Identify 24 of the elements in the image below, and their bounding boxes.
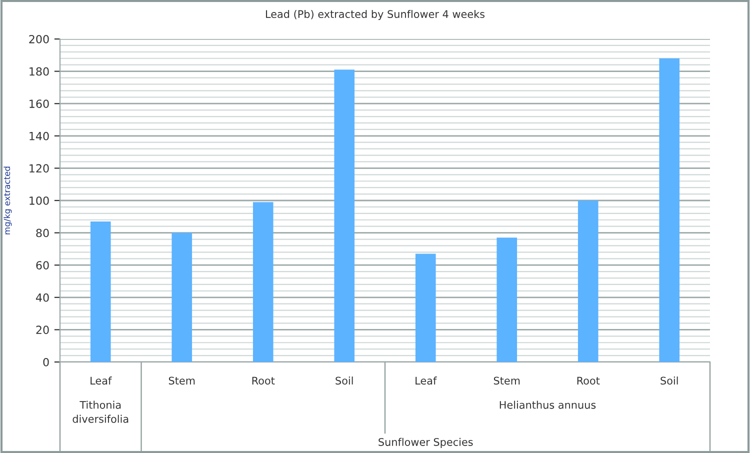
- y-tick-label: 180: [30, 67, 49, 76]
- x-tick-label: Stem: [168, 376, 195, 385]
- text: Sunflower Species: [378, 438, 473, 448]
- y-tick-label: 40: [36, 293, 49, 302]
- x-tick-label: Soil: [660, 376, 678, 385]
- chart-title: Lead (Pb) extracted by Sunflower 4 weeks: [266, 10, 485, 20]
- y-tick-label: 140: [30, 132, 49, 140]
- x-tick-label: Leaf: [90, 376, 112, 385]
- y-axis-title: mg/kg extracted: [4, 166, 12, 234]
- y-tick-label: 0: [43, 358, 49, 366]
- y-tick-label: 60: [36, 261, 49, 270]
- text: Helianthus annuus: [500, 400, 596, 409]
- text: Tithonia diversifolia: [72, 400, 128, 423]
- y-tick-label: 200: [29, 34, 49, 44]
- x-tick-label: Root: [252, 376, 275, 385]
- x-tick-label: Leaf: [416, 376, 437, 385]
- y-tick-label: 20: [36, 326, 49, 334]
- x-tick-label: Soil: [336, 376, 353, 385]
- x-tick-label: Root: [577, 376, 600, 385]
- y-tick-label: 100: [30, 196, 49, 205]
- y-tick-label: 80: [36, 228, 49, 238]
- y-tick-label: 160: [30, 100, 49, 108]
- x-tick-label: Stem: [494, 376, 520, 385]
- y-tick-label: 120: [30, 164, 49, 173]
